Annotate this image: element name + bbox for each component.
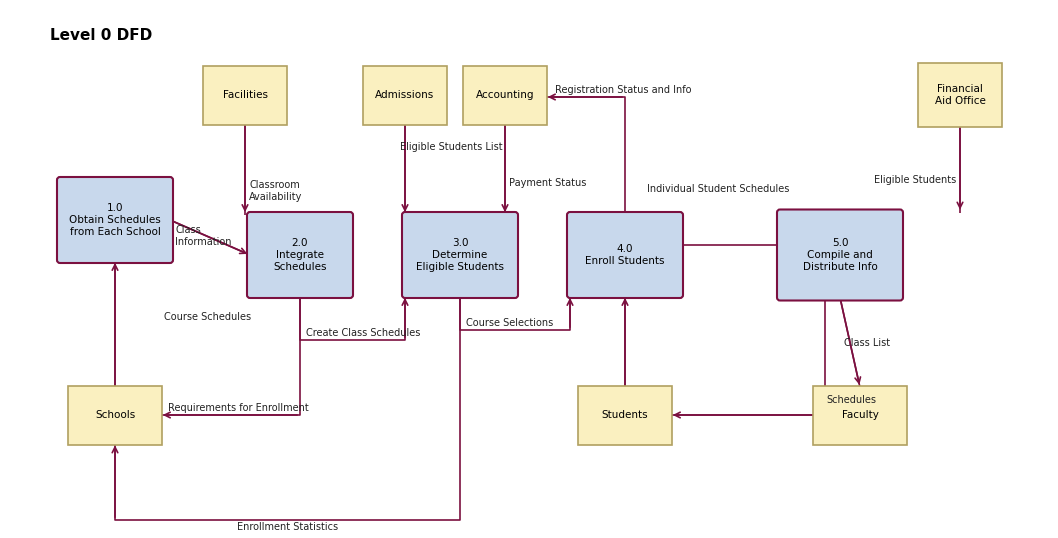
FancyBboxPatch shape <box>777 209 902 301</box>
FancyBboxPatch shape <box>813 386 907 444</box>
FancyBboxPatch shape <box>203 66 287 124</box>
Text: Accounting: Accounting <box>476 90 534 100</box>
Text: Schedules: Schedules <box>826 395 876 405</box>
FancyBboxPatch shape <box>567 212 683 298</box>
FancyBboxPatch shape <box>247 212 353 298</box>
Text: Registration Status and Info: Registration Status and Info <box>555 85 692 95</box>
FancyBboxPatch shape <box>578 386 672 444</box>
Text: Payment Status: Payment Status <box>509 178 586 188</box>
Text: Requirements for Enrollment: Requirements for Enrollment <box>168 403 309 413</box>
FancyBboxPatch shape <box>402 212 518 298</box>
Text: 1.0
Obtain Schedules
from Each School: 1.0 Obtain Schedules from Each School <box>69 203 161 237</box>
Text: Financial
Aid Office: Financial Aid Office <box>934 84 985 106</box>
FancyBboxPatch shape <box>918 63 1002 127</box>
Text: Schools: Schools <box>95 410 135 420</box>
Text: Course Schedules: Course Schedules <box>164 313 251 322</box>
Text: Students: Students <box>602 410 649 420</box>
Text: 3.0
Determine
Eligible Students: 3.0 Determine Eligible Students <box>416 238 504 272</box>
Text: Classroom
Availability: Classroom Availability <box>249 180 303 202</box>
FancyBboxPatch shape <box>57 177 174 263</box>
Text: Class List: Class List <box>844 337 890 348</box>
Text: Faculty: Faculty <box>841 410 878 420</box>
Text: Class
Information: Class Information <box>175 225 232 246</box>
Text: 4.0
Enroll Students: 4.0 Enroll Students <box>585 244 664 266</box>
FancyBboxPatch shape <box>68 386 162 444</box>
Text: Eligible Students: Eligible Students <box>874 175 956 185</box>
Text: 5.0
Compile and
Distribute Info: 5.0 Compile and Distribute Info <box>803 238 877 272</box>
Text: Create Class Schedules: Create Class Schedules <box>306 328 420 338</box>
Text: Enrollment Statistics: Enrollment Statistics <box>237 522 339 532</box>
Text: Individual Student Schedules: Individual Student Schedules <box>647 185 789 195</box>
FancyBboxPatch shape <box>463 66 547 124</box>
Text: Level 0 DFD: Level 0 DFD <box>50 28 152 43</box>
Text: Eligible Students List: Eligible Students List <box>400 142 503 152</box>
Text: 2.0
Integrate
Schedules: 2.0 Integrate Schedules <box>273 238 327 272</box>
Text: Facilities: Facilities <box>222 90 268 100</box>
Text: Course Selections: Course Selections <box>466 318 553 328</box>
FancyBboxPatch shape <box>363 66 446 124</box>
Text: Admissions: Admissions <box>376 90 435 100</box>
